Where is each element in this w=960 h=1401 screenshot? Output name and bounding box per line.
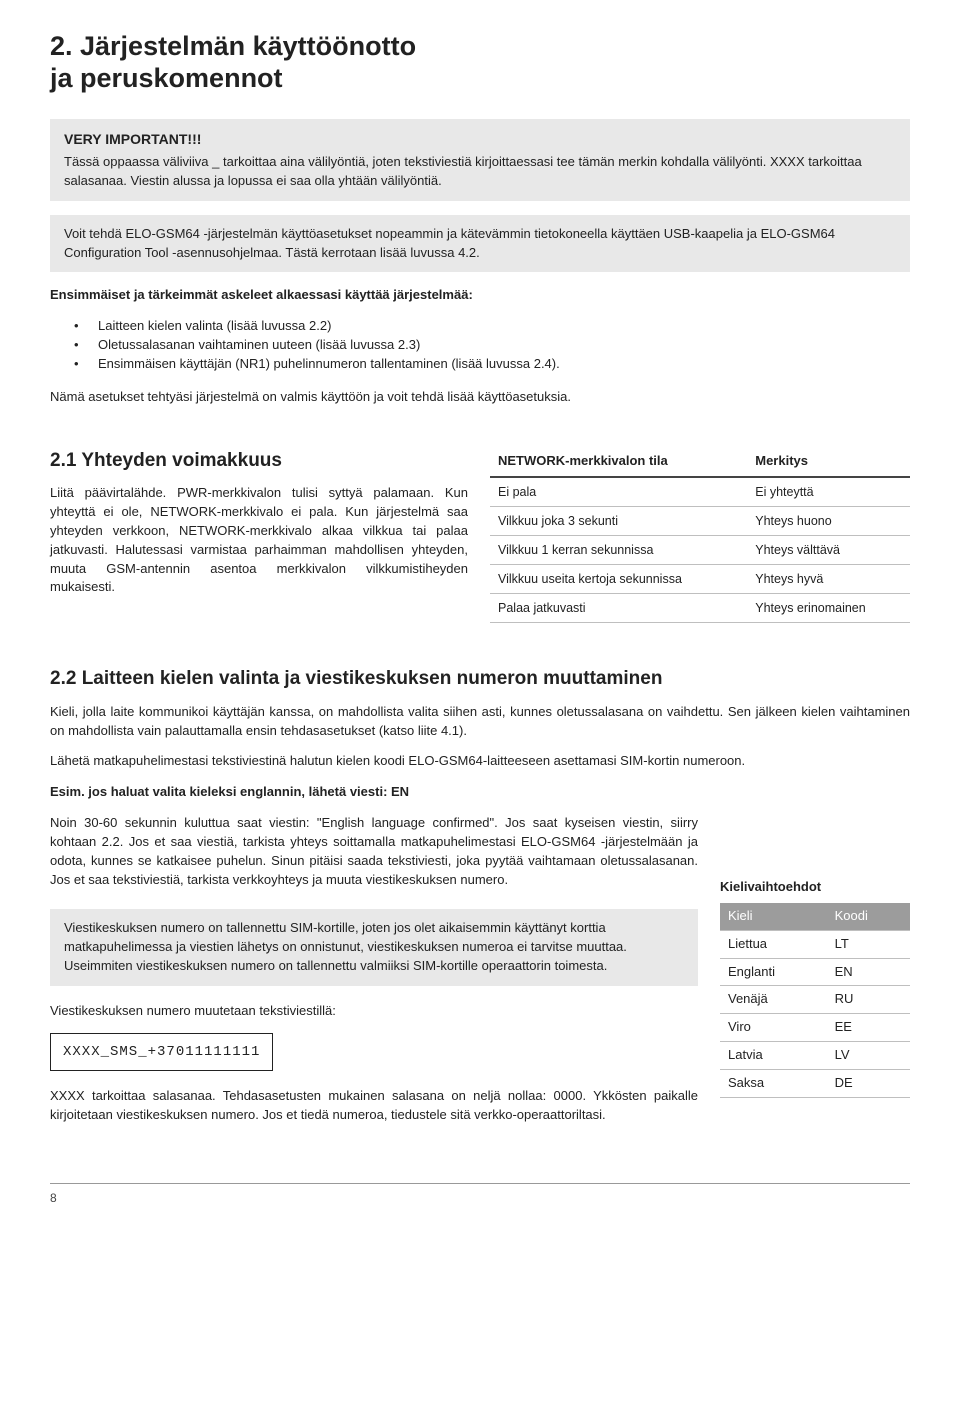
table-cell: Vilkkuu 1 kerran sekunnissa: [490, 535, 747, 564]
page-title-line1: 2. Järjestelmän käyttöönotto: [50, 31, 416, 61]
table-cell: Yhteys erinomainen: [747, 594, 910, 623]
callout-config-tool-body: Voit tehdä ELO-GSM64 -järjestelmän käytt…: [64, 225, 896, 263]
sms-code-box: XXXX_SMS_+37011111111: [50, 1033, 273, 1071]
section-21-title: 2.1 Yhteyden voimakkuus: [50, 447, 468, 475]
callout-sim-note: Viestikeskuksen numero on tallennettu SI…: [50, 909, 698, 986]
table-cell: Ei pala: [490, 477, 747, 507]
table-cell: Saksa: [720, 1069, 827, 1097]
table-cell: EE: [827, 1014, 910, 1042]
language-options-table: Kieli Koodi LiettuaLTEnglantiENVenäjäRUV…: [720, 903, 910, 1098]
section-22-p3: Noin 30-60 sekunnin kuluttua saat viesti…: [50, 814, 698, 889]
table-cell: Venäjä: [720, 986, 827, 1014]
callout-important-title: VERY IMPORTANT!!!: [64, 129, 896, 149]
table-cell: EN: [827, 958, 910, 986]
table-cell: Yhteys välttävä: [747, 535, 910, 564]
section-22-p1: Kieli, jolla laite kommunikoi käyttäjän …: [50, 703, 910, 741]
section-22-title: 2.2 Laitteen kielen valinta ja viestikes…: [50, 665, 910, 693]
table-cell: Englanti: [720, 958, 827, 986]
list-item: Laitteen kielen valinta (lisää luvussa 2…: [74, 317, 910, 336]
steps-list: Laitteen kielen valinta (lisää luvussa 2…: [74, 317, 910, 374]
table-cell: Yhteys huono: [747, 506, 910, 535]
callout-config-tool: Voit tehdä ELO-GSM64 -järjestelmän käytt…: [50, 215, 910, 273]
section-21-para: Liitä päävirtalähde. PWR-merkkivalon tul…: [50, 484, 468, 597]
table-cell: Yhteys hyvä: [747, 564, 910, 593]
table-cell: Liettua: [720, 930, 827, 958]
list-item: Oletussalasanan vaihtaminen uuteen (lisä…: [74, 336, 910, 355]
network-status-table: NETWORK-merkkivalon tila Merkitys Ei pal…: [490, 447, 910, 623]
table-cell: Ei yhteyttä: [747, 477, 910, 507]
table-cell: DE: [827, 1069, 910, 1097]
footer-password-note: XXXX tarkoittaa salasanaa. Tehdasasetust…: [50, 1087, 698, 1125]
page-title: 2. Järjestelmän käyttöönotto ja peruskom…: [50, 30, 910, 95]
table-header: Merkitys: [747, 447, 910, 477]
steps-title: Ensimmäiset ja tärkeimmät askeleet alkae…: [50, 286, 910, 305]
table-cell: Vilkkuu joka 3 sekunti: [490, 506, 747, 535]
section-22-p2: Lähetä matkapuhelimestasi tekstiviestinä…: [50, 752, 910, 771]
callout-important-body: Tässä oppaassa väliviiva _ tarkoittaa ai…: [64, 153, 896, 191]
page-title-line2: ja peruskomennot: [50, 63, 283, 93]
callout-sim-note-body: Viestikeskuksen numero on tallennettu SI…: [64, 919, 684, 976]
table-header: Kieli: [720, 903, 827, 930]
language-options-title: Kielivaihtoehdot: [720, 878, 910, 897]
table-cell: Palaa jatkuvasti: [490, 594, 747, 623]
sms-instruction-label: Viestikeskuksen numero muutetaan tekstiv…: [50, 1002, 698, 1021]
table-header: Koodi: [827, 903, 910, 930]
page-number: 8: [50, 1190, 910, 1207]
table-header: NETWORK-merkkivalon tila: [490, 447, 747, 477]
list-item: Ensimmäisen käyttäjän (NR1) puhelinnumer…: [74, 355, 910, 374]
table-cell: LV: [827, 1042, 910, 1070]
callout-important: VERY IMPORTANT!!! Tässä oppaassa välivii…: [50, 119, 910, 201]
table-cell: LT: [827, 930, 910, 958]
table-cell: RU: [827, 986, 910, 1014]
after-steps-text: Nämä asetukset tehtyäsi järjestelmä on v…: [50, 388, 910, 407]
table-cell: Vilkkuu useita kertoja sekunnissa: [490, 564, 747, 593]
section-22-example: Esim. jos haluat valita kieleksi englann…: [50, 783, 910, 802]
table-cell: Latvia: [720, 1042, 827, 1070]
table-cell: Viro: [720, 1014, 827, 1042]
footer-divider: [50, 1183, 910, 1184]
